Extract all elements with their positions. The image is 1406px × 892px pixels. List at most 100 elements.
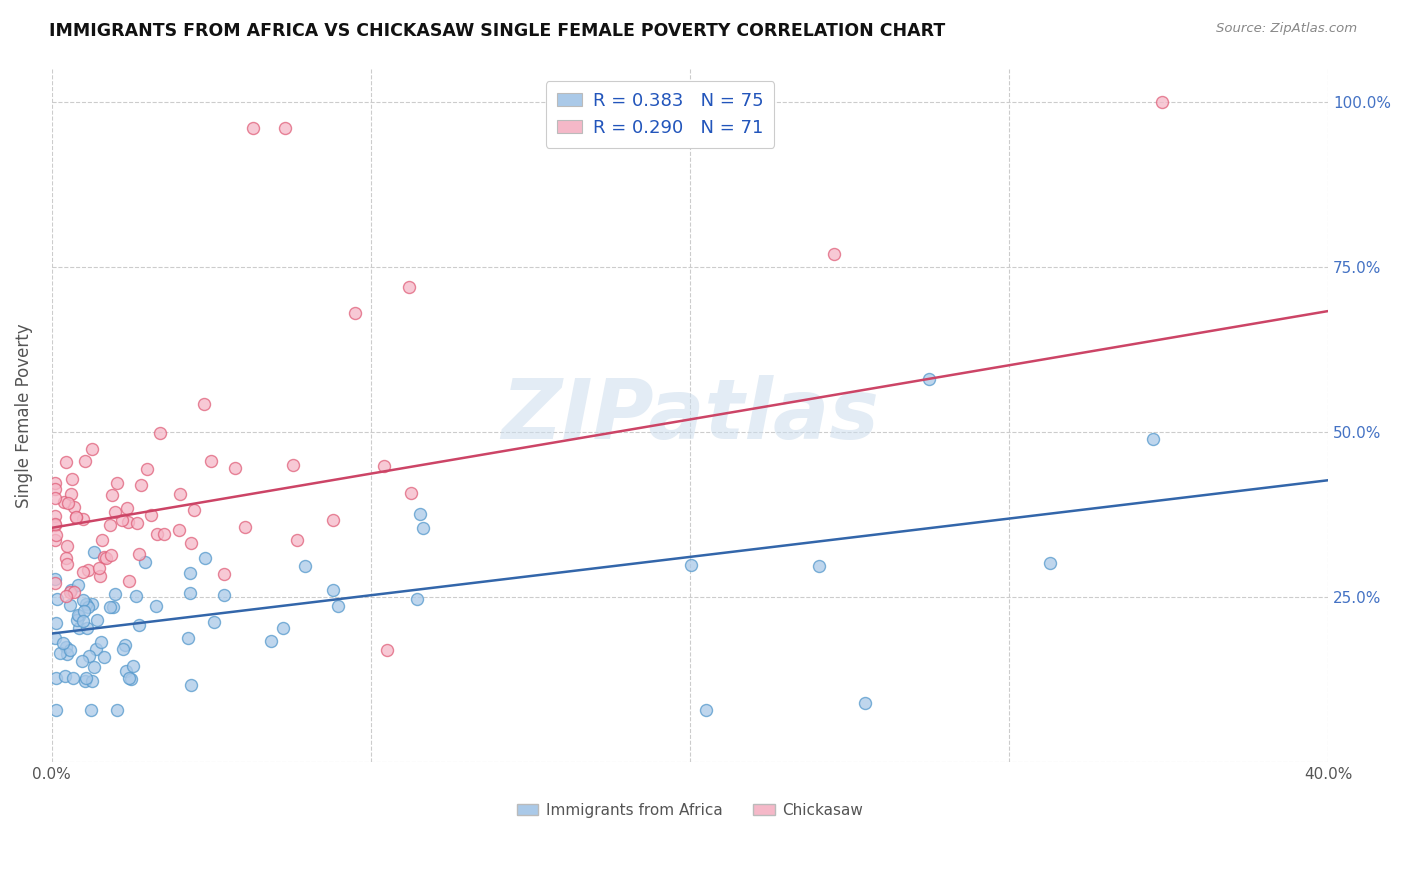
Point <box>326 599 349 614</box>
Point <box>1142 432 1164 446</box>
Point <box>53 669 76 683</box>
Point <box>45 528 67 542</box>
Point <box>44 516 66 531</box>
Point <box>118 672 141 686</box>
Point <box>1039 557 1062 571</box>
Point <box>55 640 77 654</box>
Point <box>73 673 96 688</box>
Point <box>104 587 127 601</box>
Point <box>117 574 139 589</box>
Point <box>44 475 66 490</box>
Point <box>242 120 264 135</box>
Point <box>129 478 152 492</box>
Point <box>93 649 115 664</box>
Point <box>271 621 294 635</box>
Point <box>98 517 121 532</box>
Point <box>86 613 108 627</box>
Point <box>111 642 134 657</box>
Point <box>149 425 172 440</box>
Point <box>45 615 67 630</box>
Point <box>1152 95 1174 109</box>
Point <box>139 508 162 522</box>
Point <box>136 462 159 476</box>
Point <box>121 659 143 673</box>
Point <box>75 671 97 685</box>
Point <box>179 566 201 580</box>
Point <box>114 638 136 652</box>
Point <box>77 599 100 614</box>
Point <box>128 547 150 561</box>
Point <box>59 642 82 657</box>
Point <box>128 618 150 632</box>
Point <box>44 575 66 590</box>
Point <box>399 486 422 500</box>
Point <box>202 615 225 630</box>
Point <box>169 487 191 501</box>
Point <box>60 582 83 597</box>
Point <box>55 455 77 469</box>
Point <box>373 458 395 473</box>
Point <box>105 476 128 491</box>
Point <box>823 246 845 260</box>
Point <box>212 567 235 582</box>
Point <box>45 702 67 716</box>
Point <box>67 621 90 635</box>
Point <box>44 509 66 524</box>
Point <box>90 634 112 648</box>
Point <box>283 458 305 472</box>
Text: ZIPatlas: ZIPatlas <box>501 375 879 456</box>
Point <box>807 558 830 573</box>
Point <box>79 702 101 716</box>
Point <box>91 533 114 547</box>
Point <box>398 279 420 293</box>
Point <box>53 495 76 509</box>
Point <box>89 569 111 583</box>
Point <box>49 646 72 660</box>
Point <box>72 654 94 668</box>
Point <box>412 521 434 535</box>
Point <box>153 527 176 541</box>
Text: IMMIGRANTS FROM AFRICA VS CHICKASAW SINGLE FEMALE POVERTY CORRELATION CHART: IMMIGRANTS FROM AFRICA VS CHICKASAW SING… <box>49 22 945 40</box>
Point <box>84 641 107 656</box>
Y-axis label: Single Female Poverty: Single Female Poverty <box>15 323 32 508</box>
Point <box>76 621 98 635</box>
Point <box>83 545 105 559</box>
Point <box>65 509 87 524</box>
Point <box>855 696 877 710</box>
Point <box>44 518 66 533</box>
Point <box>406 591 429 606</box>
Point <box>77 648 100 663</box>
Point <box>322 583 344 598</box>
Point <box>66 577 89 591</box>
Point <box>105 702 128 716</box>
Point <box>72 511 94 525</box>
Point <box>193 397 215 411</box>
Point <box>87 560 110 574</box>
Point <box>44 631 66 645</box>
Point <box>55 551 77 566</box>
Point <box>82 442 104 457</box>
Point <box>83 660 105 674</box>
Point <box>146 527 169 541</box>
Point <box>375 643 398 657</box>
Point <box>72 592 94 607</box>
Point <box>75 598 97 612</box>
Point <box>60 486 83 500</box>
Point <box>224 460 246 475</box>
Point <box>77 563 100 577</box>
Point <box>169 523 191 537</box>
Point <box>60 472 83 486</box>
Point <box>322 513 344 527</box>
Point <box>177 632 200 646</box>
Point <box>55 539 77 553</box>
Point <box>111 512 134 526</box>
Point <box>44 483 66 497</box>
Point <box>62 671 84 685</box>
Point <box>179 586 201 600</box>
Point <box>67 608 90 623</box>
Point <box>183 502 205 516</box>
Point <box>75 454 97 468</box>
Point <box>100 548 122 562</box>
Point <box>180 536 202 550</box>
Point <box>145 599 167 613</box>
